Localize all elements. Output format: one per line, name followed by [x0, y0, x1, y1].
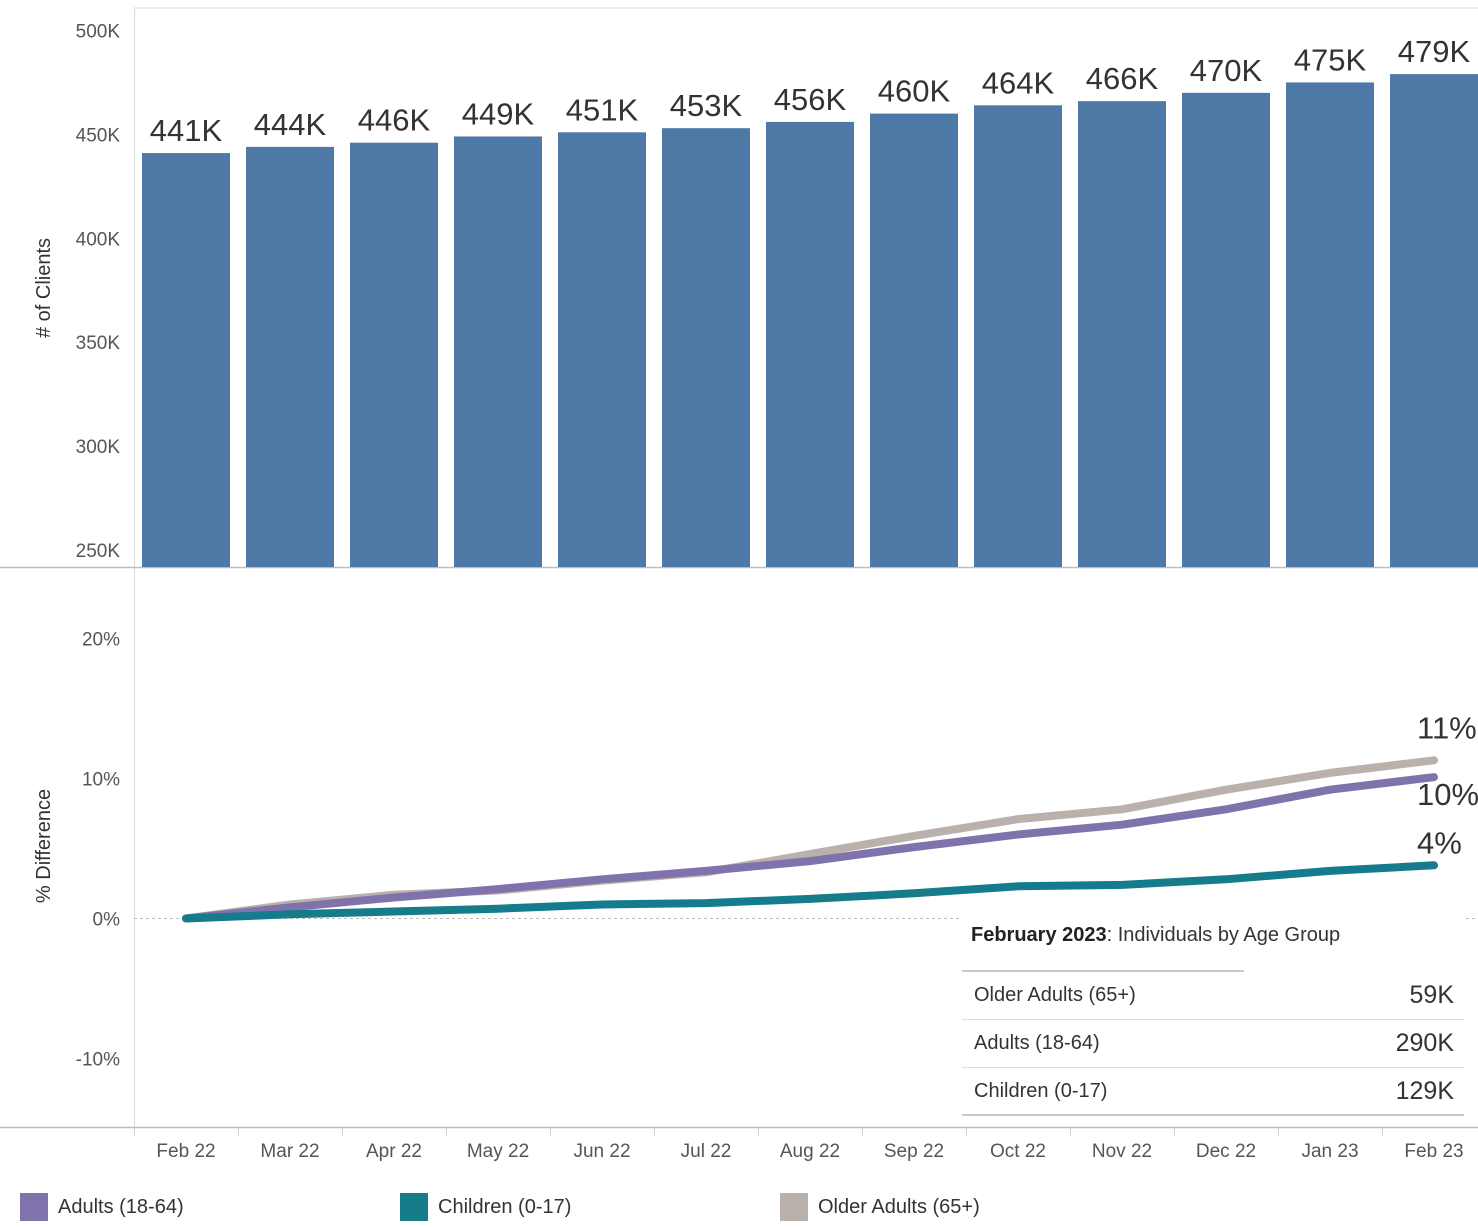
summary-title-bold: February 2023 — [971, 924, 1107, 946]
bar-data-label: 451K — [566, 92, 639, 127]
x-axis-tick-label: Feb 23 — [1404, 1141, 1463, 1162]
line-y-axis-title: % Difference — [33, 789, 55, 903]
bar-y-axis-title: # of Clients — [33, 238, 55, 338]
x-axis-tick-label: Jun 22 — [573, 1141, 630, 1162]
summary-row-adults: Adults (18-64) 290K — [962, 1020, 1464, 1068]
x-axis-tick-label: Jul 22 — [681, 1141, 732, 1162]
summary-row-value: 129K — [1395, 1076, 1454, 1105]
summary-row-label: Children (0-17) — [974, 1079, 1108, 1102]
x-axis-tick-label: Aug 22 — [780, 1141, 840, 1162]
bar-data-label: 449K — [462, 96, 535, 131]
x-axis-tick-label: Dec 22 — [1196, 1141, 1256, 1162]
x-axis-tick-label: Jan 23 — [1301, 1141, 1358, 1162]
bar-y-tick-label: 350K — [76, 333, 121, 354]
bar-data-label: 475K — [1294, 42, 1367, 77]
x-axis-tick-label: Sep 22 — [884, 1141, 944, 1162]
series-line-older-adults — [182, 756, 1438, 923]
bar-aug-22 — [766, 121, 854, 567]
bar-data-label: 470K — [1190, 53, 1263, 88]
summary-table: February 2023: Individuals by Age Group … — [962, 910, 1464, 1116]
legend-swatch-older-adults — [780, 1193, 808, 1221]
bar-data-label: 456K — [774, 82, 847, 117]
legend-label-older-adults: Older Adults (65+) — [818, 1195, 980, 1218]
bar-data-label: 446K — [358, 103, 431, 138]
series-end-label: 11% — [1417, 710, 1477, 745]
line-y-tick-label: -10% — [76, 1050, 120, 1071]
bar-y-tick-label: 400K — [76, 229, 121, 250]
series-line-adults — [182, 773, 1438, 923]
bar-data-label: 444K — [254, 107, 327, 142]
series-line-children — [182, 861, 1438, 923]
x-axis-tick-label: Feb 22 — [156, 1141, 215, 1162]
legend-swatch-adults — [20, 1193, 48, 1221]
bar-feb-22 — [142, 153, 230, 568]
summary-row-label: Adults (18-64) — [974, 1032, 1100, 1054]
x-axis-tick-label: Apr 22 — [366, 1141, 422, 1162]
legend-label-children: Children (0-17) — [438, 1195, 572, 1218]
bar-jan-23 — [1286, 82, 1374, 567]
bar-may-22 — [454, 136, 542, 567]
x-axis: Feb 22 Mar 22 Apr 22 May 22 Jun 22 Jul 22 Aug … — [134, 1128, 1464, 1162]
x-axis-tick-label: Oct 22 — [990, 1141, 1046, 1162]
legend-label-adults: Adults (18-64) — [58, 1195, 184, 1218]
x-axis-tick-label: May 22 — [467, 1141, 529, 1162]
bar-data-label: 460K — [878, 74, 951, 109]
summary-title: February 2023: Individuals by Age Group — [962, 910, 1464, 955]
legend-swatch-children — [400, 1193, 428, 1221]
bar-mar-22 — [246, 146, 334, 568]
bar-chart-panel: 250K 300K 350K 400K 450K 500K # of Clients 441K… — [33, 22, 1478, 568]
series-end-label: 10% — [1417, 777, 1478, 812]
line-y-tick-label: 20% — [82, 630, 120, 651]
bar-dec-22 — [1182, 92, 1270, 567]
summary-row-children: Children (0-17) 129K — [962, 1068, 1464, 1116]
bar-jul-22 — [662, 128, 750, 567]
legend-item-adults[interactable]: Adults (18-64) — [20, 1192, 184, 1222]
bar-y-tick-label: 500K — [76, 22, 121, 43]
bar-nov-22 — [1078, 101, 1166, 567]
bar-data-label: 464K — [982, 65, 1055, 100]
summary-row-value: 59K — [1409, 981, 1454, 1009]
bar-data-label: 466K — [1086, 61, 1159, 96]
summary-row-label: Older Adults (65+) — [974, 984, 1136, 1006]
bar-data-label: 453K — [670, 88, 743, 123]
x-axis-tick-label: Nov 22 — [1092, 1141, 1152, 1162]
line-chart-panel: -10% 0% 10% 20% % Difference 11% 10% 4% — [33, 630, 1478, 1071]
bar-sep-22 — [870, 113, 958, 568]
bar-apr-22 — [350, 142, 438, 567]
legend: Adults (18-64) Children (0-17) Older Adu… — [20, 1192, 1460, 1222]
bar-oct-22 — [974, 105, 1062, 568]
summary-row-older-adults: Older Adults (65+) 59K — [962, 972, 1464, 1020]
bar-data-label: 479K — [1398, 34, 1471, 69]
chart-frame — [0, 7, 1478, 1129]
x-axis-tick-label: Mar 22 — [260, 1141, 319, 1162]
line-y-tick-label: 0% — [93, 910, 121, 931]
summary-divider — [962, 970, 1244, 972]
bar-y-tick-label: 450K — [76, 125, 121, 146]
line-y-tick-label: 10% — [82, 770, 120, 791]
bar-y-tick-label: 250K — [76, 541, 121, 562]
bar-data-label: 441K — [150, 113, 223, 148]
bar-y-tick-label: 300K — [76, 437, 121, 458]
summary-title-rest: : Individuals by Age Group — [1106, 924, 1341, 946]
bar-jun-22 — [558, 132, 646, 567]
series-end-label: 4% — [1417, 825, 1462, 860]
summary-row-value: 290K — [1395, 1029, 1454, 1057]
bar-feb-23 — [1390, 74, 1478, 567]
legend-item-children[interactable]: Children (0-17) — [400, 1192, 571, 1222]
legend-item-older-adults[interactable]: Older Adults (65+) — [780, 1192, 980, 1222]
